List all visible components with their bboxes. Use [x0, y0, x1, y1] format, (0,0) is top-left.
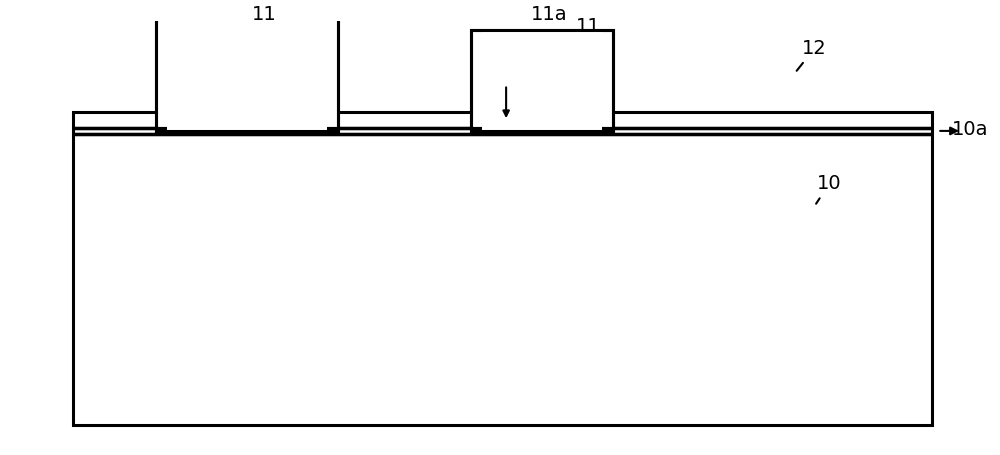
- Bar: [167, 17, 327, 131]
- Text: 11: 11: [252, 5, 277, 34]
- Text: 10: 10: [816, 174, 842, 204]
- Text: 10a: 10a: [952, 120, 989, 139]
- Bar: [156, 17, 338, 131]
- Bar: [482, 30, 602, 131]
- Bar: [73, 111, 932, 425]
- Bar: [471, 30, 613, 131]
- Text: 12: 12: [797, 39, 827, 71]
- Text: 11: 11: [576, 17, 601, 47]
- Bar: [471, 30, 613, 131]
- Bar: [156, 17, 338, 131]
- Text: 11a: 11a: [531, 5, 568, 24]
